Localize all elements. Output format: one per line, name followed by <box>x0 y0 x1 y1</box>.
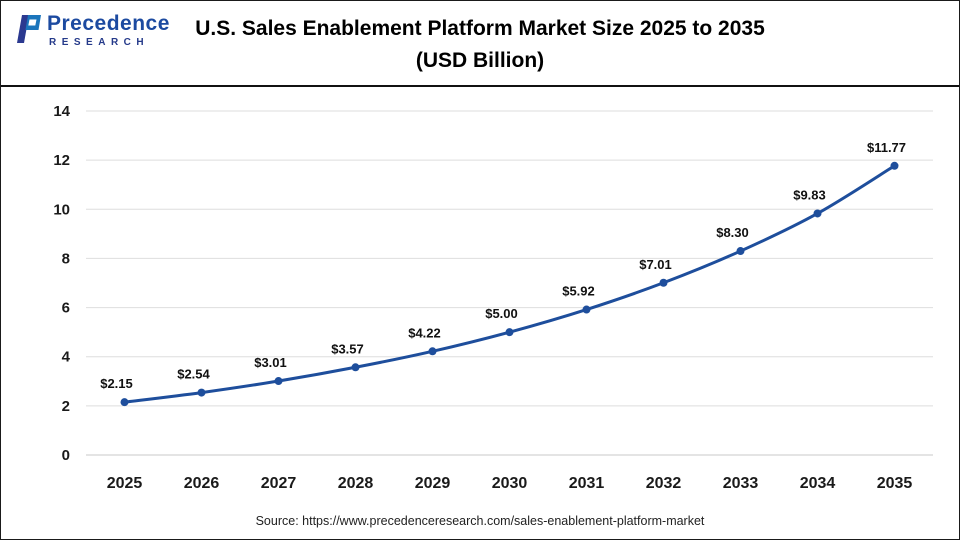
y-axis-tick-label: 12 <box>53 152 70 169</box>
chart-area: 0 2 4 6 8 10 12 14 2025 2026 2027 2028 2029 2030 2031 2… <box>1 87 959 539</box>
x-axis-tick-label: 2026 <box>184 475 220 492</box>
x-axis-tick-label: 2032 <box>646 475 682 492</box>
data-point-label: $7.01 <box>639 257 672 272</box>
chart-line <box>123 164 896 404</box>
chart-title-line1: U.S. Sales Enablement Platform Market Si… <box>195 17 765 40</box>
precedence-logo-icon <box>17 15 41 43</box>
data-point-label: $2.15 <box>100 376 133 391</box>
data-point-label: $9.83 <box>793 187 826 202</box>
data-point-label: $4.22 <box>408 325 441 340</box>
x-axis-tick-label: 2025 <box>107 475 143 492</box>
data-point-label: $2.54 <box>177 367 210 382</box>
data-point-marker <box>659 278 668 287</box>
logo-name: Precedence <box>47 12 170 35</box>
data-point-label: $11.77 <box>867 140 906 155</box>
data-point-marker <box>351 363 360 372</box>
data-point-marker <box>736 247 745 256</box>
x-axis-tick-label: 2030 <box>492 475 528 492</box>
y-axis-tick-label: 8 <box>62 250 70 267</box>
data-point-label: $8.30 <box>716 225 749 240</box>
data-point-label: $5.92 <box>562 284 595 299</box>
data-point-marker <box>813 209 822 218</box>
x-axis-tick-label: 2028 <box>338 475 374 492</box>
data-point-marker <box>274 377 283 386</box>
x-axis-tick-label: 2034 <box>800 475 836 492</box>
source-text: Source: https://www.precedenceresearch.c… <box>255 513 705 528</box>
x-axis-tick-label: 2029 <box>415 475 451 492</box>
x-axis-tick-label: 2033 <box>723 475 759 492</box>
logo-subtitle: RESEARCH <box>49 37 150 49</box>
line-chart: 0 2 4 6 8 10 12 14 2025 2026 2027 2028 2029 2030 2031 2… <box>53 103 933 492</box>
logo-text: Precedence RESEARCH <box>47 12 170 49</box>
precedence-logo: Precedence RESEARCH <box>15 12 170 49</box>
data-point-marker <box>505 328 514 337</box>
header: Precedence RESEARCH U.S. Sales Enablemen… <box>1 1 959 87</box>
data-point-label: $3.01 <box>254 355 287 370</box>
data-point-marker <box>120 398 129 407</box>
data-point-marker <box>582 305 591 314</box>
data-point-marker <box>197 388 206 397</box>
data-point-marker <box>428 347 437 356</box>
y-axis-tick-label: 14 <box>53 103 70 120</box>
y-axis-tick-label: 10 <box>53 201 70 218</box>
chart-title-line2: (USD Billion) <box>415 48 545 72</box>
source-row: Source: https://www.precedenceresearch.c… <box>1 502 959 539</box>
data-point-label: $3.57 <box>331 341 364 356</box>
data-point-marker <box>890 161 899 170</box>
x-axis-tick-label: 2031 <box>569 475 605 492</box>
x-axis-tick-label: 2027 <box>261 475 297 492</box>
y-axis-tick-label: 6 <box>62 300 70 317</box>
y-axis-tick-label: 0 <box>62 447 70 464</box>
y-axis-tick-label: 4 <box>62 349 71 366</box>
data-point-label: $5.00 <box>485 306 518 321</box>
chart-title: U.S. Sales Enablement Platform Market Si… <box>1 13 959 76</box>
y-axis-tick-label: 2 <box>62 398 70 415</box>
x-axis-tick-label: 2035 <box>877 475 913 492</box>
